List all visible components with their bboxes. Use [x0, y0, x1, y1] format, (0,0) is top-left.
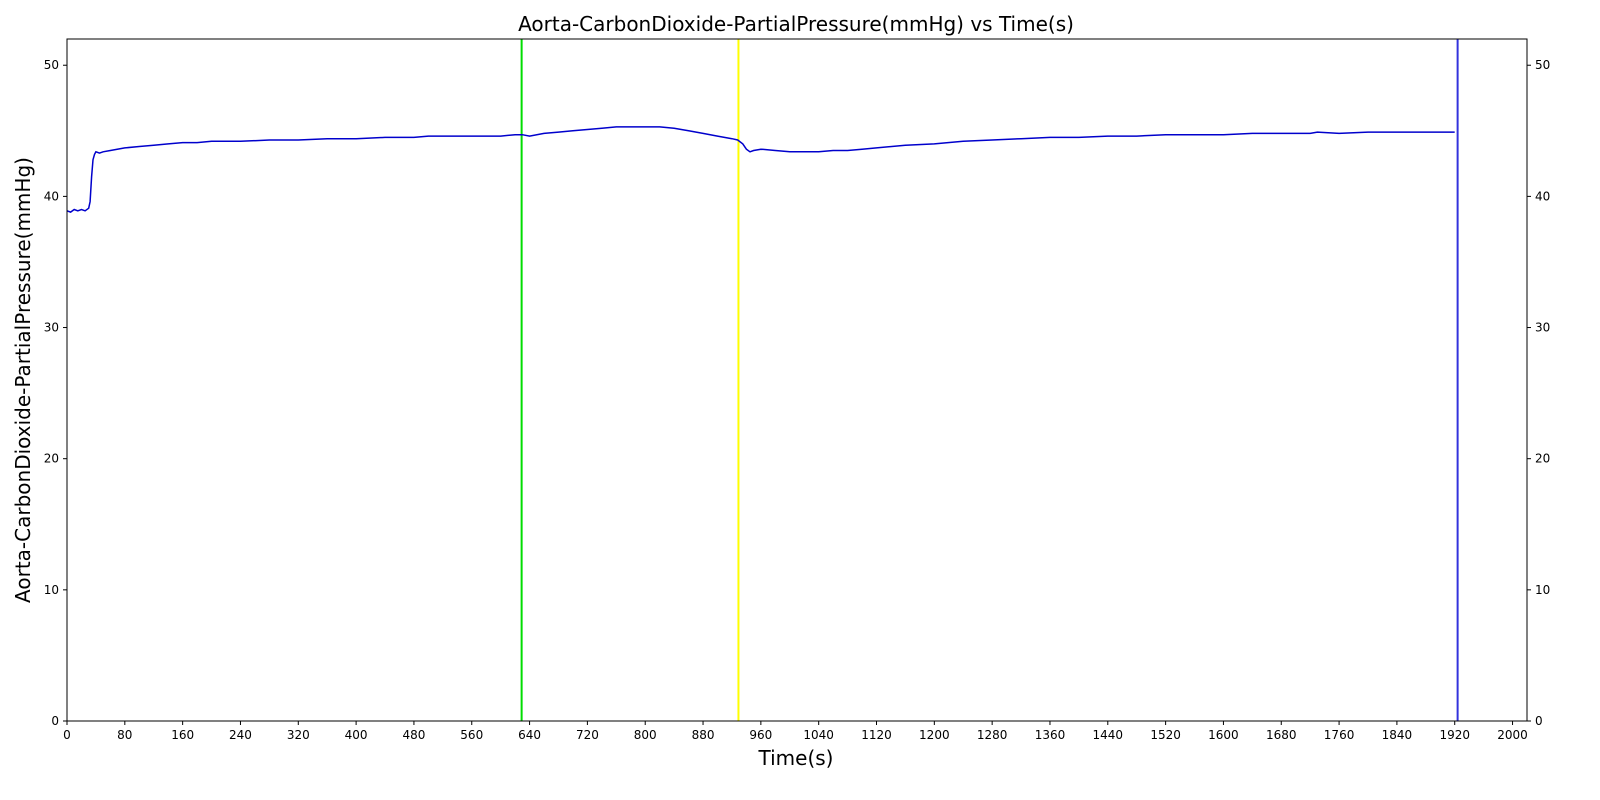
x-tick-label: 1760: [1324, 728, 1355, 742]
x-tick-label: 1440: [1093, 728, 1124, 742]
x-tick-label: 720: [576, 728, 599, 742]
y-right-tick-label: 10: [1535, 583, 1550, 597]
x-axis: 0 80 160 240 320 400 480 560 640 720 800 880 960 1040…: [63, 721, 1528, 742]
x-tick-label: 80: [117, 728, 132, 742]
y-tick-label: 40: [44, 189, 59, 203]
x-tick-label: 1520: [1150, 728, 1181, 742]
x-tick-label: 1040: [803, 728, 834, 742]
y-right-tick-label: 0: [1535, 714, 1543, 728]
x-axis-label: Time(s): [758, 746, 834, 770]
x-tick-label: 240: [229, 728, 252, 742]
series-line-1: [66, 126, 1455, 213]
x-tick-label: 160: [171, 728, 194, 742]
x-tick-label: 2000: [1497, 728, 1528, 742]
chart-title: Aorta-CarbonDioxide-PartialPressure(mmHg…: [518, 12, 1074, 36]
y-right-tick-label: 20: [1535, 452, 1550, 466]
x-tick-label: 1840: [1382, 728, 1413, 742]
plot-area: [66, 39, 1459, 721]
x-tick-label: 1120: [861, 728, 892, 742]
x-tick-label: 1360: [1035, 728, 1066, 742]
x-tick-label: 400: [345, 728, 368, 742]
y-tick-label: 50: [44, 58, 59, 72]
x-tick-label: 320: [287, 728, 310, 742]
y-right-tick-label: 40: [1535, 189, 1550, 203]
x-tick-label: 1680: [1266, 728, 1297, 742]
x-tick-label: 1920: [1439, 728, 1470, 742]
y-right-tick-label: 50: [1535, 58, 1550, 72]
x-tick-label: 0: [63, 728, 71, 742]
y-axis-left: 0 10 20 30 40 50: [44, 58, 67, 728]
y-tick-label: 30: [44, 321, 59, 335]
x-tick-label: 480: [402, 728, 425, 742]
x-tick-label: 1280: [977, 728, 1008, 742]
y-axis-label: Aorta-CarbonDioxide-PartialPressure(mmHg…: [11, 157, 35, 603]
y-tick-label: 0: [51, 714, 59, 728]
x-tick-label: 640: [518, 728, 541, 742]
x-tick-label: 1600: [1208, 728, 1239, 742]
x-tick-label: 880: [692, 728, 715, 742]
plot-frame: [66, 38, 1528, 722]
y-tick-label: 10: [44, 583, 59, 597]
x-tick-label: 960: [749, 728, 772, 742]
x-tick-label: 800: [634, 728, 657, 742]
y-axis-right: 0 10 20 30 40 50: [1527, 58, 1550, 728]
y-right-tick-label: 30: [1535, 321, 1550, 335]
x-tick-label: 560: [460, 728, 483, 742]
y-tick-label: 20: [44, 452, 59, 466]
x-tick-label: 1200: [919, 728, 950, 742]
